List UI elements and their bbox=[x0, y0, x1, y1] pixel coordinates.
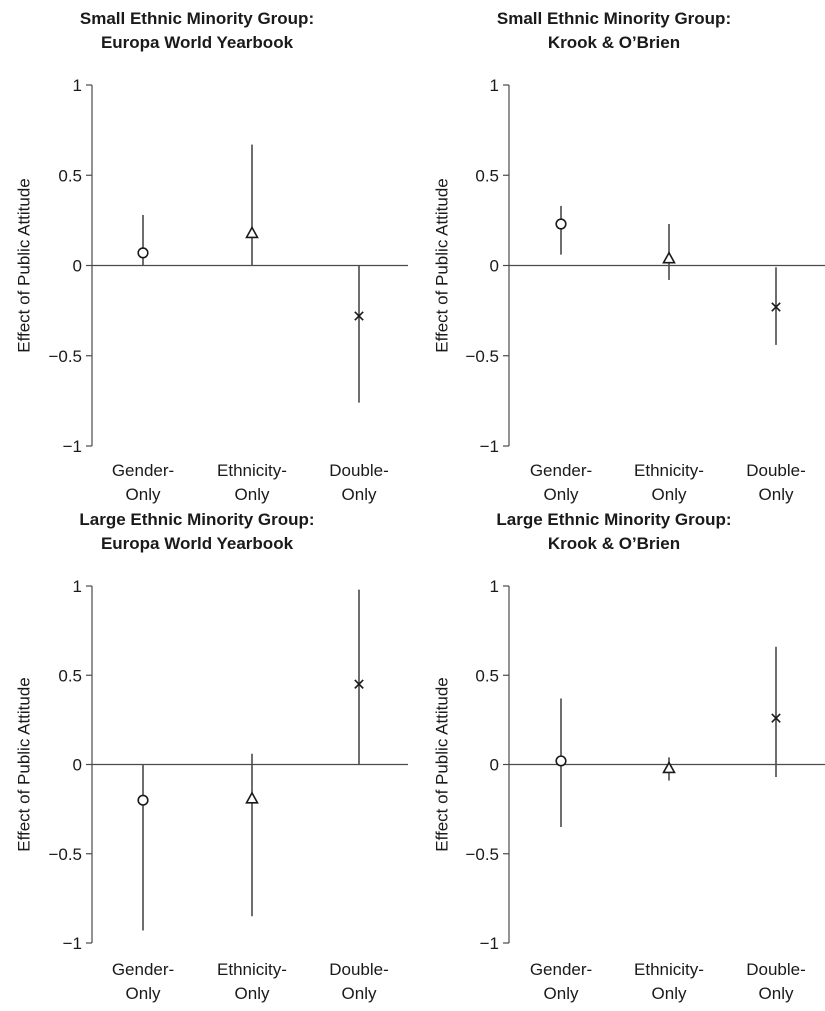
y-tick-label: 0 bbox=[490, 257, 499, 276]
panel-2: Small Ethnic Minority Group: Krook & O’Br… bbox=[433, 9, 825, 504]
point-marker-circle bbox=[555, 755, 567, 767]
y-tick-label: −0.5 bbox=[465, 347, 499, 366]
panel-title-line: Krook & O’Brien bbox=[548, 534, 680, 553]
point-marker-triangle bbox=[245, 225, 259, 239]
category-label: Gender- bbox=[112, 461, 174, 480]
y-tick-label: −0.5 bbox=[48, 347, 82, 366]
y-axis-label: Effect of Public Attitude bbox=[433, 677, 452, 852]
category-label: Only bbox=[652, 485, 687, 504]
category-label: Double- bbox=[329, 461, 389, 480]
y-tick-label: −0.5 bbox=[465, 845, 499, 864]
category-label: Ethnicity- bbox=[217, 960, 287, 979]
y-tick-label: 0.5 bbox=[58, 166, 82, 185]
point-marker-circle bbox=[137, 247, 149, 259]
point-marker-triangle bbox=[245, 791, 259, 804]
panel-3: Large Ethnic Minority Group: Europa World… bbox=[15, 510, 408, 1003]
point-marker-x bbox=[354, 679, 364, 689]
point-marker-x bbox=[354, 311, 364, 321]
y-axis-label: Effect of Public Attitude bbox=[15, 178, 34, 353]
point-marker-circle bbox=[137, 794, 149, 806]
category-label: Only bbox=[342, 984, 377, 1003]
y-axis-label: Effect of Public Attitude bbox=[433, 178, 452, 353]
point-marker-triangle bbox=[662, 251, 676, 264]
y-tick-label: 0 bbox=[73, 756, 82, 775]
category-label: Ethnicity- bbox=[634, 960, 704, 979]
panel-title-line: Europa World Yearbook bbox=[101, 534, 294, 553]
y-tick-label: −1 bbox=[63, 437, 82, 456]
category-label: Only bbox=[235, 485, 270, 504]
y-tick-label: −1 bbox=[480, 934, 499, 953]
y-tick-label: 0.5 bbox=[58, 666, 82, 685]
panel-title-line: Krook & O’Brien bbox=[548, 33, 680, 52]
y-axis-label: Effect of Public Attitude bbox=[15, 677, 34, 852]
y-tick-label: −1 bbox=[63, 934, 82, 953]
y-tick-label: 0.5 bbox=[475, 666, 499, 685]
category-label: Only bbox=[544, 984, 579, 1003]
category-label: Gender- bbox=[530, 461, 592, 480]
point-marker-x bbox=[771, 302, 781, 312]
category-label: Ethnicity- bbox=[634, 461, 704, 480]
panel-title-line: Small Ethnic Minority Group: bbox=[497, 9, 731, 28]
category-label: Gender- bbox=[530, 960, 592, 979]
panel-4: Large Ethnic Minority Group: Krook & O’Br… bbox=[433, 510, 825, 1003]
category-label: Ethnicity- bbox=[217, 461, 287, 480]
panel-title-line: Europa World Yearbook bbox=[101, 33, 294, 52]
panel-title-line: Large Ethnic Minority Group: bbox=[496, 510, 731, 529]
category-label: Only bbox=[759, 984, 794, 1003]
point-marker-circle bbox=[555, 218, 567, 230]
category-label: Double- bbox=[746, 461, 806, 480]
category-label: Only bbox=[126, 984, 161, 1003]
y-tick-label: −0.5 bbox=[48, 845, 82, 864]
point-marker-x bbox=[771, 713, 781, 723]
panel-title-line: Small Ethnic Minority Group: bbox=[80, 9, 314, 28]
y-tick-label: 1 bbox=[490, 76, 499, 95]
y-tick-label: 1 bbox=[73, 577, 82, 596]
category-label: Only bbox=[126, 485, 161, 504]
category-label: Gender- bbox=[112, 960, 174, 979]
point-marker-triangle bbox=[662, 760, 676, 774]
category-label: Double- bbox=[329, 960, 389, 979]
y-tick-label: 0.5 bbox=[475, 166, 499, 185]
y-tick-label: 0 bbox=[73, 257, 82, 276]
y-tick-label: 1 bbox=[490, 577, 499, 596]
category-label: Only bbox=[759, 485, 794, 504]
category-label: Only bbox=[342, 485, 377, 504]
y-tick-label: 1 bbox=[73, 76, 82, 95]
category-label: Only bbox=[544, 485, 579, 504]
panel-title-line: Large Ethnic Minority Group: bbox=[79, 510, 314, 529]
y-tick-label: −1 bbox=[480, 437, 499, 456]
category-label: Only bbox=[235, 984, 270, 1003]
panel-1: Small Ethnic Minority Group: Europa World… bbox=[15, 9, 408, 504]
category-label: Only bbox=[652, 984, 687, 1003]
category-label: Double- bbox=[746, 960, 806, 979]
y-tick-label: 0 bbox=[490, 756, 499, 775]
